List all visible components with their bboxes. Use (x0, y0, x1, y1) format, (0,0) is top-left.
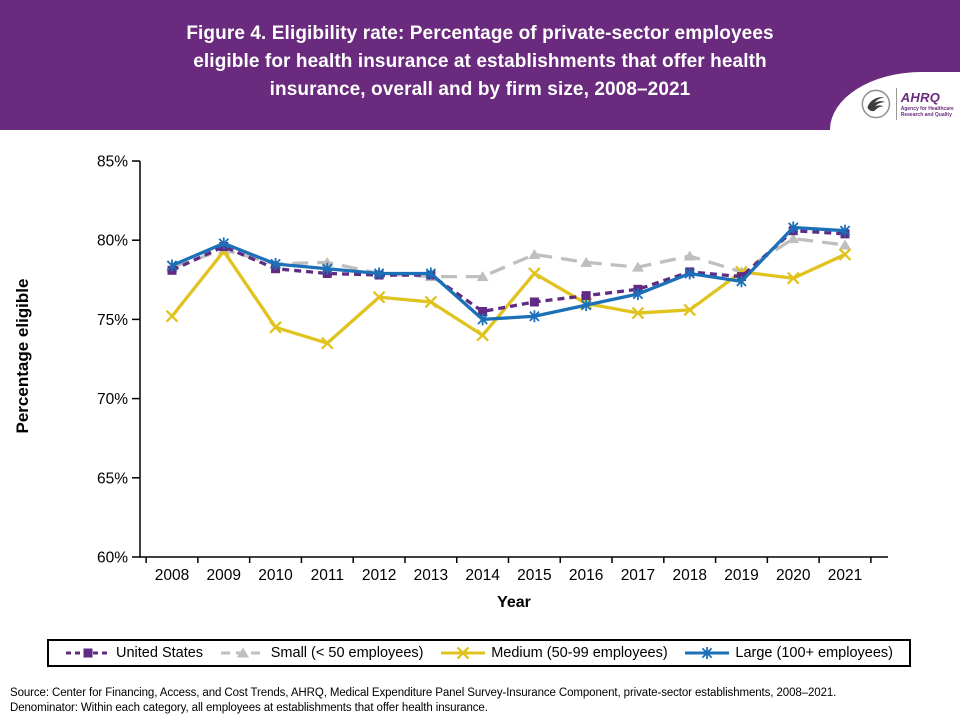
footer-denominator: Denominator: Within each category, all e… (10, 702, 488, 714)
ahrq-logo: AHRQ Agency for Healthcare Research and … (830, 72, 960, 130)
ahrq-tagline: Agency for Healthcare Research and Quali… (900, 105, 954, 118)
x-tick-label: 2013 (414, 567, 448, 584)
logo-divider (895, 88, 897, 120)
figure-title: Figure 4. Eligibility rate: Percentage o… (0, 20, 960, 104)
x-tick-label: 2016 (569, 567, 603, 584)
legend-item: Large (100+ employees) (684, 645, 893, 661)
legend-item: Small (< 50 employees) (220, 645, 424, 661)
figure-title-line-2: eligible for health insurance at establi… (193, 51, 767, 72)
y-tick-label: 75% (97, 312, 128, 329)
figure-title-line-3: insurance, overall and by firm size, 200… (269, 79, 691, 100)
line-chart: 60% 65% 70% 75% 80% 85% 2008 2009 2010 2011 2012 20… (97, 154, 888, 584)
x-tick-label: 2009 (207, 567, 241, 584)
x-tick-label: 2021 (828, 567, 862, 584)
y-tick-label: 80% (97, 233, 128, 250)
legend-label: Large (100+ employees) (735, 645, 893, 661)
header-banner: Figure 4. Eligibility rate: Percentage o… (0, 0, 960, 130)
y-tick-label: 85% (97, 154, 128, 171)
x-tick-label: 2017 (621, 567, 655, 584)
series-large-100-employees (166, 221, 851, 326)
x-tick-label: 2014 (465, 567, 500, 584)
footer-source: Source: Center for Financing, Access, an… (10, 687, 837, 699)
legend-marker-icon (220, 647, 265, 658)
footer: Source: Center for Financing, Access, an… (10, 686, 955, 716)
hhs-eagle-icon (861, 89, 891, 119)
x-axis-label: Year (497, 594, 531, 611)
legend-label: Medium (50-99 employees) (491, 645, 668, 661)
y-tick-label: 65% (97, 470, 128, 487)
x-tick-label: 2019 (724, 567, 758, 584)
legend-marker-icon (685, 647, 730, 659)
legend-label: United States (116, 645, 204, 661)
series-medium-50-99-employees (165, 244, 852, 350)
legend-marker-icon (66, 648, 110, 658)
x-tick-label: 2012 (362, 567, 396, 584)
y-tick-label: 70% (97, 391, 128, 408)
x-tick-label: 2008 (155, 567, 189, 584)
x-tick-label: 2020 (776, 567, 811, 584)
x-tick-label: 2015 (517, 567, 551, 584)
figure-title-line-1: Figure 4. Eligibility rate: Percentage o… (186, 23, 774, 44)
x-tick-label: 2010 (258, 567, 293, 584)
legend-item: Medium (50-99 employees) (440, 645, 668, 661)
legend-marker-icon (441, 646, 486, 660)
legend-item: United States (65, 645, 203, 661)
legend: United States Small (< 50 employees) Mediu… (47, 639, 911, 667)
ahrq-wordmark: AHRQ (900, 89, 941, 105)
x-tick-label: 2011 (311, 567, 344, 584)
y-tick-label: 60% (97, 550, 128, 567)
legend-label: Small (< 50 employees) (270, 645, 424, 661)
x-tick-label: 2018 (672, 567, 706, 584)
